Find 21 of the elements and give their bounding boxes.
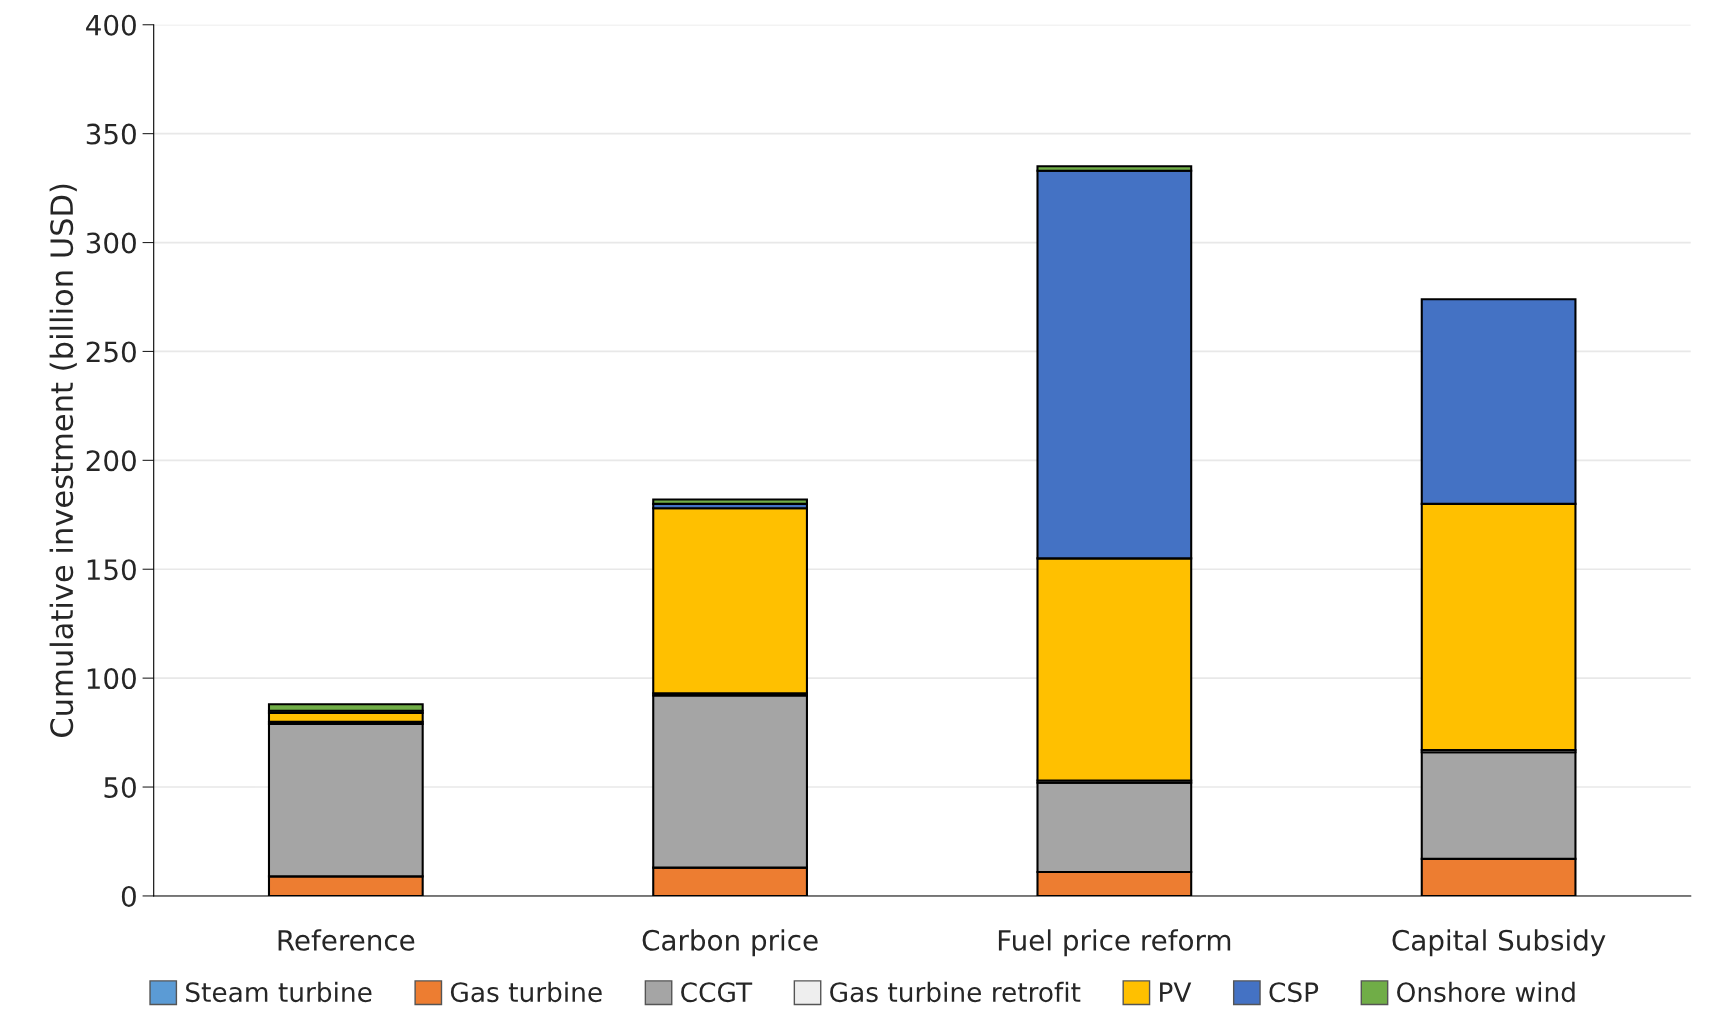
legend-label: Onshore wind	[1397, 981, 1575, 1003]
y-tick-label: 300	[86, 232, 136, 254]
y-tick-label: 250	[86, 341, 136, 363]
x-tick-label: Carbon price	[642, 929, 818, 957]
y-tick-label: 350	[86, 123, 136, 145]
legend-label: CCGT	[681, 982, 753, 1003]
y-tick-label: 0	[121, 885, 136, 907]
legend-label: Gas turbine retrofit	[830, 981, 1081, 1003]
legend-label: Steam turbine	[186, 981, 372, 1003]
x-tick-label: Fuel price reform	[998, 929, 1231, 957]
y-tick-label: 50	[104, 776, 136, 798]
x-tick-label: Capital Subsidy	[1392, 929, 1606, 957]
legend-label: Gas turbine	[450, 981, 602, 1003]
legend-label: CSP	[1269, 982, 1319, 1003]
legend-label: PV	[1160, 982, 1192, 1002]
y-tick-label: 400	[86, 14, 136, 36]
x-tick-label: Reference	[278, 929, 415, 951]
y-tick-label: 200	[86, 450, 136, 472]
y-tick-label: 100	[87, 668, 136, 690]
y-axis-title: Cumulative investment (billion USD)	[49, 184, 77, 737]
y-tick-label: 150	[87, 559, 136, 581]
